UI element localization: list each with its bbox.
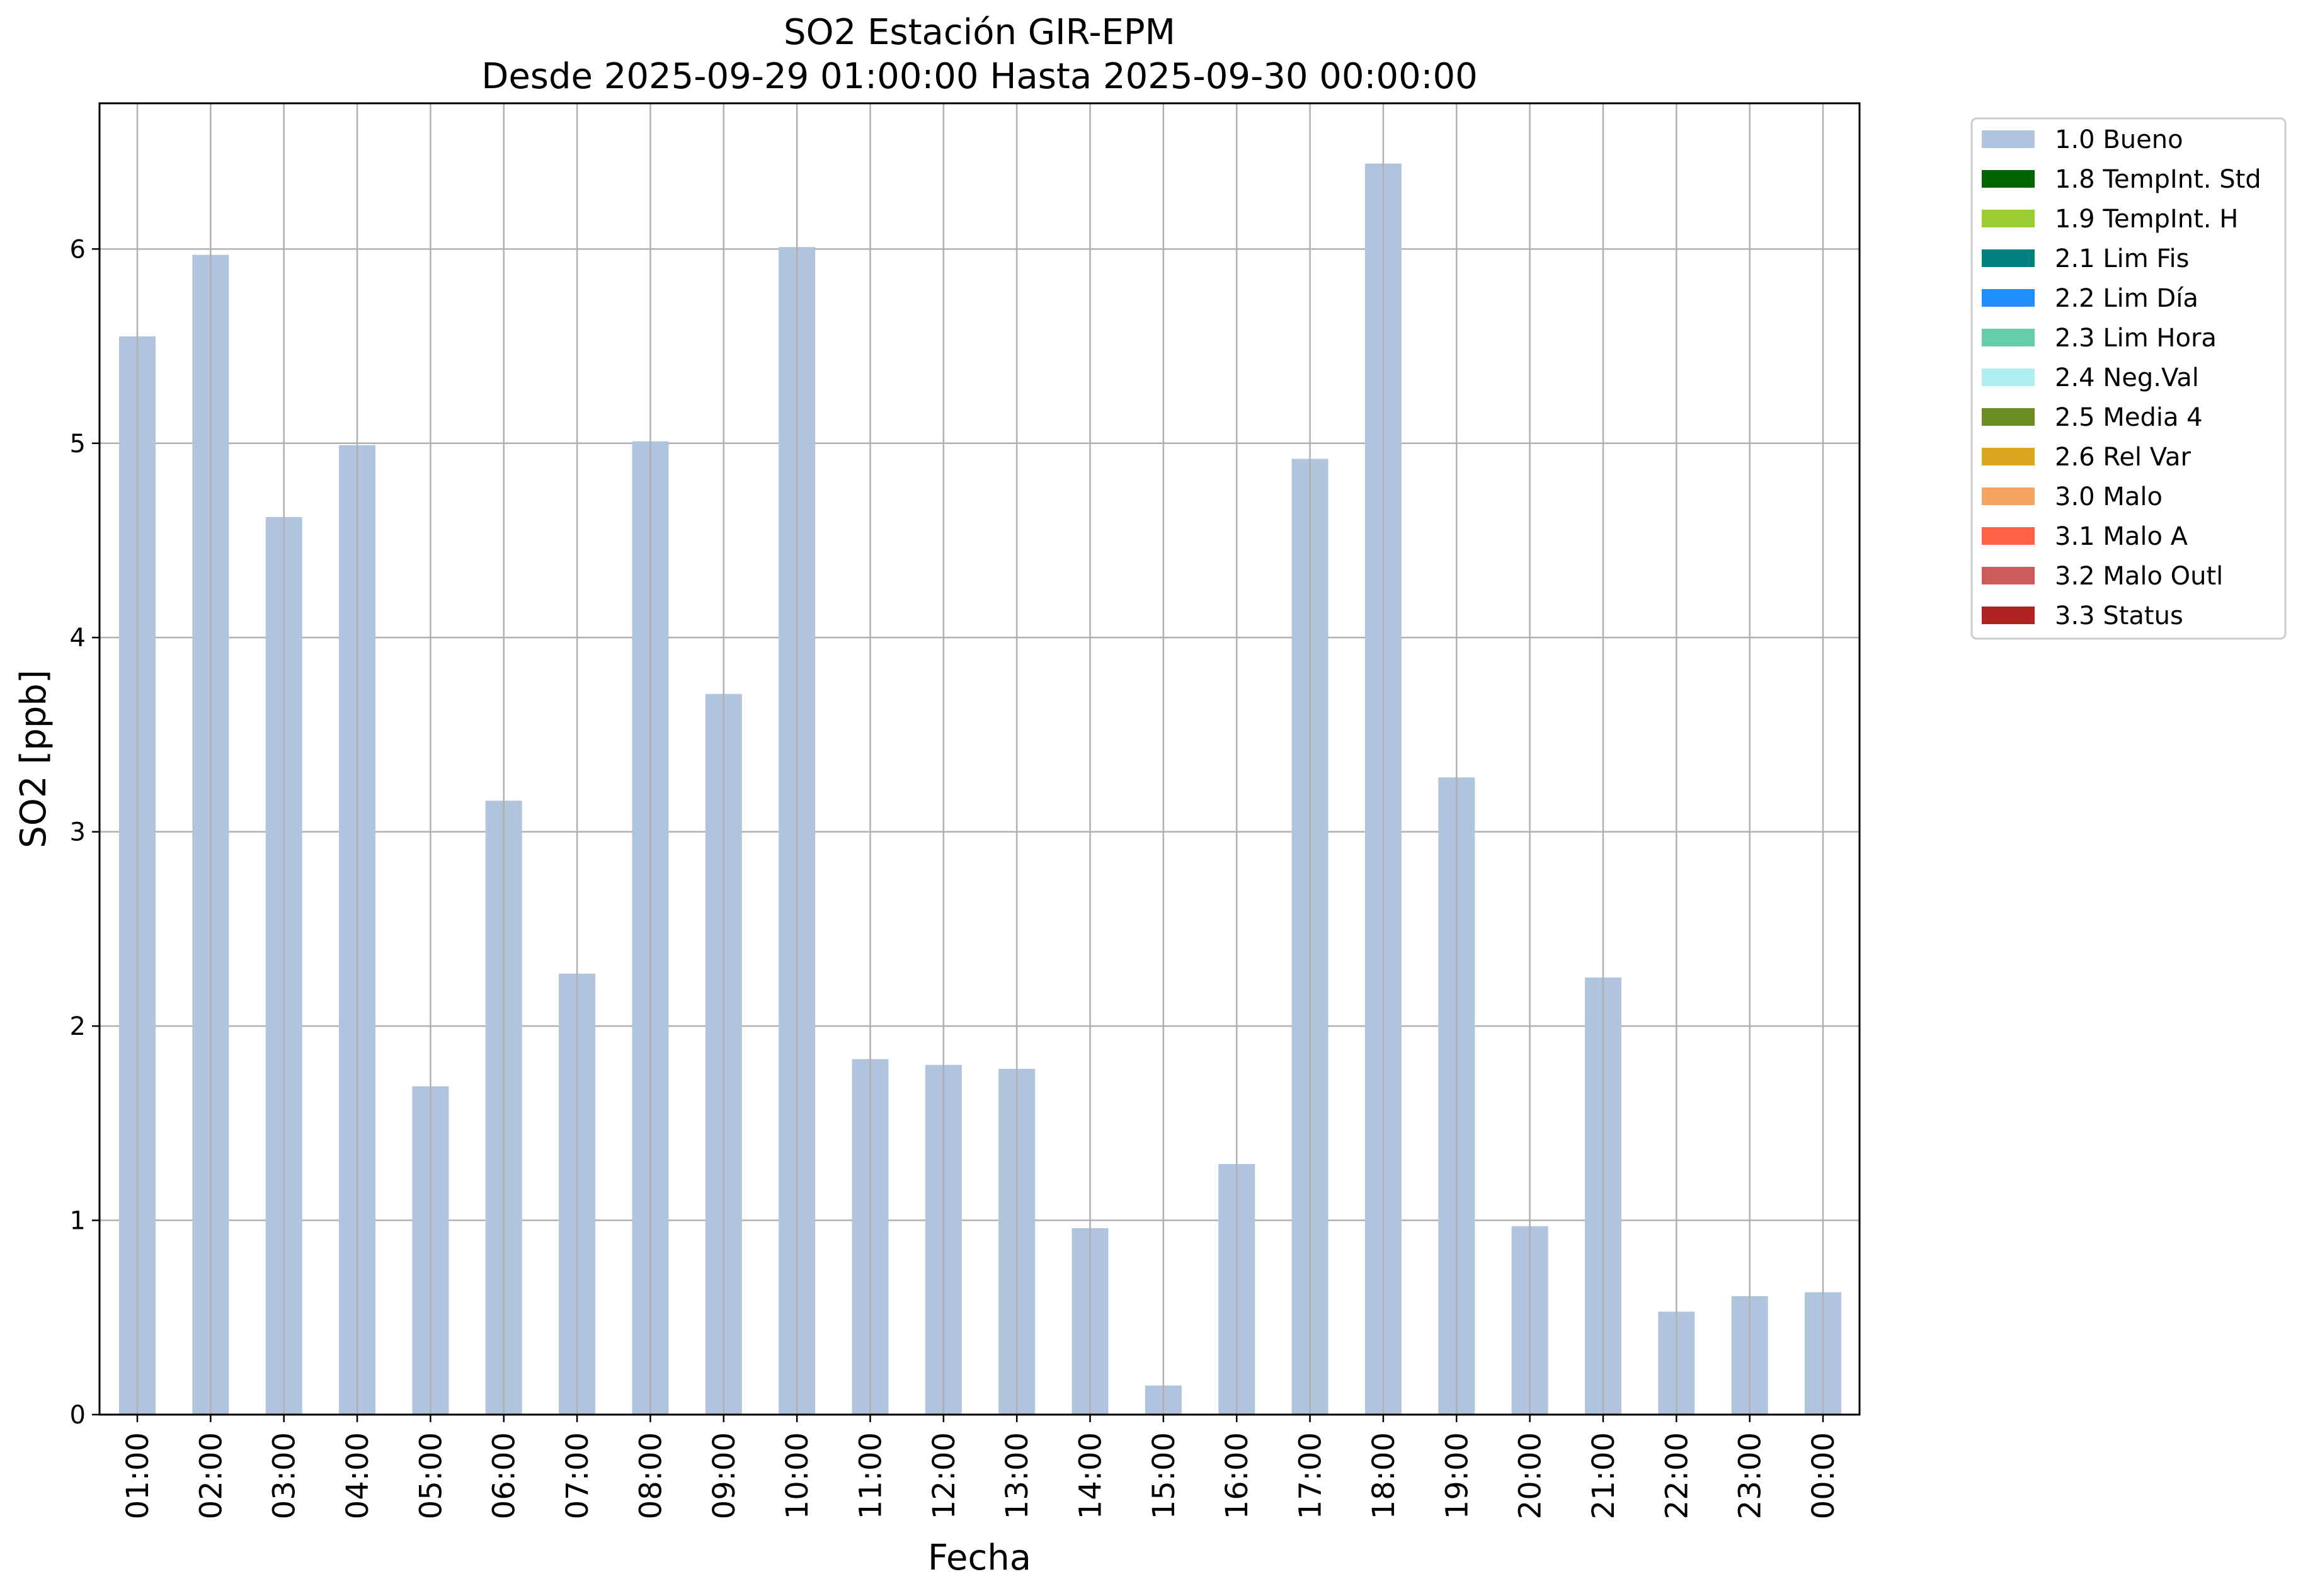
x-tick-label: 18:00 — [1366, 1432, 1402, 1519]
bars — [119, 163, 1841, 1415]
y-tick-label: 1 — [70, 1207, 86, 1236]
legend-label: 2.3 Lim Hora — [2055, 324, 2217, 353]
x-tick-label: 21:00 — [1586, 1432, 1621, 1519]
legend-items: 1.0 Bueno 1.8 TempInt. Std 1.9 TempInt. H 2… — [1982, 125, 2261, 630]
legend-swatch — [1982, 170, 2035, 188]
chart-subtitle: Desde 2025-09-29 01:00:00 Hasta 2025-09-… — [481, 56, 1478, 97]
legend-label: 1.9 TempInt. H — [2055, 205, 2238, 234]
legend-swatch — [1982, 329, 2035, 346]
x-tick-label: 12:00 — [927, 1432, 962, 1519]
legend-swatch — [1982, 607, 2035, 624]
vertical-grid-lines — [136, 103, 1824, 1415]
x-tick-label: 10:00 — [780, 1432, 815, 1519]
x-tick-label: 03:00 — [267, 1432, 302, 1519]
legend-label: 2.1 Lim Fis — [2055, 244, 2189, 273]
chart-title: SO2 Estación GIR-EPM — [784, 12, 1175, 53]
x-axis-label: Fecha — [928, 1537, 1031, 1578]
grid-lines — [100, 248, 1860, 1416]
legend-label: 2.4 Neg.Val — [2055, 363, 2199, 392]
x-tick-label: 02:00 — [193, 1432, 229, 1519]
x-tick-label: 06:00 — [487, 1432, 522, 1519]
y-tick-label: 5 — [70, 430, 86, 459]
legend-label: 3.3 Status — [2055, 601, 2183, 630]
legend-label: 3.1 Malo A — [2055, 522, 2188, 551]
legend-swatch — [1982, 448, 2035, 465]
legend-label: 2.2 Lim Día — [2055, 284, 2198, 313]
x-axis-ticks: 01:00 02:00 03:00 04:00 05:00 06:00 07:00 08:00… — [120, 1415, 1841, 1519]
x-tick-label: 23:00 — [1733, 1432, 1768, 1519]
x-tick-label: 14:00 — [1073, 1432, 1109, 1519]
legend-label: 2.6 Rel Var — [2055, 443, 2192, 472]
x-tick-label: 17:00 — [1293, 1432, 1329, 1519]
legend: 1.0 Bueno 1.8 TempInt. Std 1.9 TempInt. H 2… — [1970, 117, 2287, 640]
x-tick-label: 09:00 — [707, 1432, 742, 1519]
legend-label: 2.5 Media 4 — [2055, 403, 2203, 432]
x-tick-label: 00:00 — [1806, 1432, 1841, 1519]
x-tick-label: 20:00 — [1513, 1432, 1548, 1519]
legend-swatch — [1982, 408, 2035, 426]
x-tick-label: 19:00 — [1439, 1432, 1475, 1519]
y-tick-label: 2 — [70, 1012, 86, 1041]
y-axis-label: SO2 [ppb] — [13, 670, 54, 848]
x-tick-label: 15:00 — [1146, 1432, 1182, 1519]
x-tick-label: 11:00 — [853, 1432, 888, 1519]
legend-label: 3.2 Malo Outl — [2055, 562, 2223, 591]
x-tick-label: 13:00 — [1000, 1432, 1035, 1519]
y-axis-ticks: 0 1 2 3 4 5 6 — [70, 235, 100, 1430]
y-tick-label: 4 — [70, 624, 86, 653]
legend-swatch — [1982, 249, 2035, 267]
legend-swatch — [1982, 130, 2035, 148]
legend-swatch — [1982, 487, 2035, 505]
x-tick-label: 01:00 — [120, 1432, 156, 1519]
x-tick-label: 05:00 — [413, 1432, 449, 1519]
legend-swatch — [1982, 368, 2035, 386]
legend-swatch — [1982, 289, 2035, 307]
x-tick-label: 08:00 — [633, 1432, 668, 1519]
legend-swatch — [1982, 567, 2035, 584]
legend-box — [1970, 117, 2287, 640]
legend-swatch — [1982, 210, 2035, 227]
x-tick-label: 16:00 — [1220, 1432, 1255, 1519]
x-tick-label: 04:00 — [340, 1432, 375, 1519]
legend-label: 3.0 Malo — [2055, 482, 2163, 511]
plot-area-frame — [98, 102, 1861, 1416]
x-tick-label: 07:00 — [560, 1432, 595, 1519]
x-tick-label: 22:00 — [1659, 1432, 1694, 1519]
y-tick-label: 3 — [70, 818, 86, 847]
legend-label: 1.8 TempInt. Std — [2055, 165, 2261, 194]
legend-label: 1.0 Bueno — [2055, 125, 2183, 154]
y-tick-label: 6 — [70, 235, 86, 264]
legend-swatch — [1982, 527, 2035, 545]
y-tick-label: 0 — [70, 1401, 86, 1430]
